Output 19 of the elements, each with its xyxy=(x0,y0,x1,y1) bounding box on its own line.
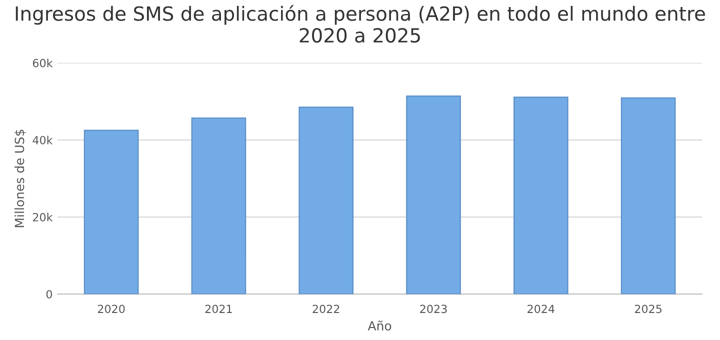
bar xyxy=(620,97,676,294)
bar xyxy=(84,130,139,294)
bar xyxy=(298,106,354,294)
x-tick-label: 2022 xyxy=(312,304,340,314)
chart-title: Ingresos de SMS de aplicación a persona (A2P) en todo el mundo entre 2020 a 2025 xyxy=(16,5,705,43)
y-tick-label: 20k xyxy=(32,212,53,222)
bar xyxy=(191,117,246,294)
y-axis-title: Millones de US$ xyxy=(14,130,26,228)
x-tick-label: 2024 xyxy=(528,304,554,314)
y-tick-label: 60k xyxy=(32,58,53,68)
y-tick-label: 0 xyxy=(46,290,52,298)
y-tick-label: 40k xyxy=(32,136,53,144)
x-axis-title: Año xyxy=(368,320,392,330)
x-tick-label: 2020 xyxy=(98,304,125,314)
x-tick-label: 2023 xyxy=(420,304,447,314)
bar xyxy=(513,96,568,294)
x-tick-label: 2025 xyxy=(634,304,662,314)
x-tick-label: 2021 xyxy=(205,304,232,314)
bar xyxy=(406,95,461,294)
